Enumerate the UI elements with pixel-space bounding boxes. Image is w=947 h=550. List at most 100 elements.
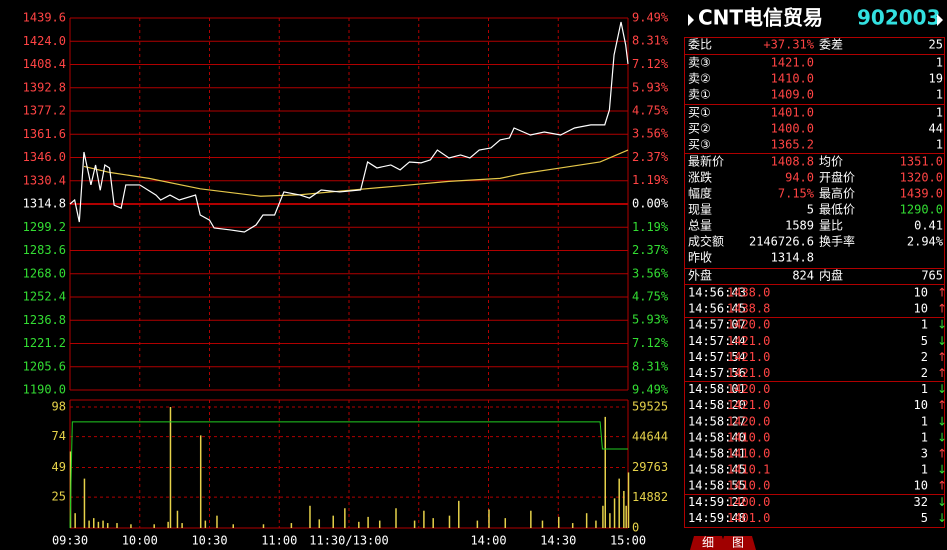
cell: 0.41 xyxy=(914,219,943,233)
tab-bg xyxy=(720,536,756,550)
y2-tick-label: 29763 xyxy=(632,460,668,474)
cell: 19 xyxy=(929,72,943,86)
cell: ↑ xyxy=(937,398,947,412)
y2-tick-label: 8.31% xyxy=(632,359,669,373)
cell: 14:58:40 xyxy=(688,430,746,444)
y-tick-label: 1424.0 xyxy=(23,34,66,48)
cell: ↓ xyxy=(937,414,947,428)
y-tick-label: 1377.2 xyxy=(23,104,66,118)
cell: 1420.0 xyxy=(727,414,770,428)
y-tick-label: 1190.0 xyxy=(23,383,66,397)
cell: 44 xyxy=(929,122,943,136)
y2-tick-label: 1.19% xyxy=(632,173,669,187)
cell: 量比 xyxy=(819,219,843,233)
cell: ↑ xyxy=(937,302,947,316)
cell: 委差 xyxy=(819,38,843,52)
cell: 1 xyxy=(936,106,943,120)
cell: 幅度 xyxy=(688,186,712,201)
cell: 1408.8 xyxy=(771,155,814,169)
cell: 1400.0 xyxy=(727,495,770,509)
tab[interactable]: 图 xyxy=(732,536,744,550)
cell: 卖③ xyxy=(688,56,711,70)
cell: 1 xyxy=(936,88,943,102)
cell: 1420.0 xyxy=(727,318,770,332)
cell: 25 xyxy=(929,38,943,52)
cell: ↓ xyxy=(937,430,947,444)
cell: 1421.0 xyxy=(727,366,770,380)
cell: 14:57:44 xyxy=(688,334,746,348)
cell: 1421.0 xyxy=(727,350,770,364)
cell: 1410.0 xyxy=(727,430,770,444)
panel-frame xyxy=(684,37,945,528)
cell: ↑ xyxy=(937,479,947,493)
stock-code: 902003 xyxy=(857,6,941,30)
cell: 外盘 xyxy=(688,268,712,283)
cell: 1 xyxy=(921,382,928,396)
cell: 买② xyxy=(688,122,711,136)
cell: 1 xyxy=(921,430,928,444)
y-tick-label: 1283.6 xyxy=(23,243,66,257)
cell: 卖① xyxy=(688,88,711,102)
y-tick-label: 1439.6 xyxy=(23,11,66,25)
cell: 14:57:07 xyxy=(688,318,746,332)
cell: ↑ xyxy=(937,366,947,380)
cell: 1438.8 xyxy=(727,302,770,316)
cell: ↓ xyxy=(937,463,947,477)
y2-tick-label: 7.12% xyxy=(632,57,669,71)
y-tick-label: 98 xyxy=(52,400,66,414)
y2-tick-label: 3.56% xyxy=(632,127,669,141)
cell: 1290.0 xyxy=(900,203,943,217)
cell: 14:58:27 xyxy=(688,414,746,428)
cell: 10 xyxy=(914,286,928,300)
cell: 1410.0 xyxy=(771,72,814,86)
cell: ↓ xyxy=(937,382,947,396)
cell: 14:56:45 xyxy=(688,302,746,316)
y2-tick-label: 4.75% xyxy=(632,103,669,117)
y2-tick-label: 0 xyxy=(632,521,639,535)
y2-tick-label: 44644 xyxy=(632,430,668,444)
y-tick-label: 1392.8 xyxy=(23,80,66,94)
x-tick-label: 15:00 xyxy=(610,534,646,548)
cell: 均价 xyxy=(819,155,843,169)
cell: 委比 xyxy=(688,38,712,52)
cell: 1409.0 xyxy=(771,88,814,102)
cell: 5 xyxy=(807,203,814,217)
prev-arrow[interactable] xyxy=(688,14,694,26)
x-tick-label: 11:00 xyxy=(261,534,297,548)
cell: 5 xyxy=(921,334,928,348)
cell: 7.15% xyxy=(778,187,815,201)
cell: 14:56:43 xyxy=(688,286,746,300)
cell: 1439.0 xyxy=(900,187,943,201)
cell: 昨收 xyxy=(688,251,712,265)
cell: +37.31% xyxy=(763,38,814,52)
cell: 10 xyxy=(914,398,928,412)
y-tick-label: 25 xyxy=(52,490,66,504)
cell: 1410.0 xyxy=(727,479,770,493)
y2-tick-label: 3.56% xyxy=(632,266,669,280)
y-tick-label: 1314.8 xyxy=(23,197,66,211)
cell: 1421.0 xyxy=(727,398,770,412)
cell: 1365.2 xyxy=(771,138,814,152)
cell: 32 xyxy=(914,495,928,509)
cell: 14:57:54 xyxy=(688,350,746,364)
cell: 14:58:41 xyxy=(688,447,746,461)
cell: 14:59:22 xyxy=(688,495,746,509)
price-line xyxy=(83,149,629,197)
cell: ↑ xyxy=(937,286,947,300)
y2-tick-label: 59525 xyxy=(632,400,668,414)
cell: 最高价 xyxy=(819,186,855,201)
cell: 2 xyxy=(921,350,928,364)
next-arrow[interactable] xyxy=(937,14,943,26)
y2-tick-label: 9.49% xyxy=(632,11,669,25)
y2-tick-label: 4.75% xyxy=(632,290,669,304)
y-tick-label: 1361.6 xyxy=(23,127,66,141)
cell: 1 xyxy=(921,463,928,477)
tab[interactable]: 细 xyxy=(702,536,714,550)
cell: 14:58:45 xyxy=(688,463,746,477)
cell: 1 xyxy=(936,56,943,70)
y-tick-label: 1268.0 xyxy=(23,266,66,280)
x-tick-label: 10:00 xyxy=(122,534,158,548)
y-tick-label: 1252.4 xyxy=(23,290,66,304)
